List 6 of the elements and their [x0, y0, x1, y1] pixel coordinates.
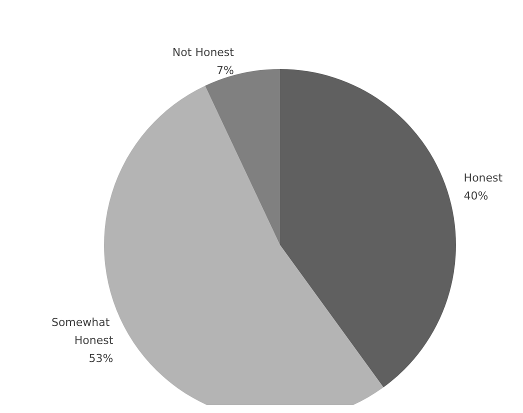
data-label: 40% — [464, 189, 488, 202]
data-label: 7% — [216, 64, 234, 78]
data-label: 53% — [88, 352, 114, 366]
slice-label: Honest — [464, 171, 504, 184]
slice-label: Somewhat Honest — [51, 316, 114, 348]
slice-label: Not Honest — [172, 46, 235, 60]
